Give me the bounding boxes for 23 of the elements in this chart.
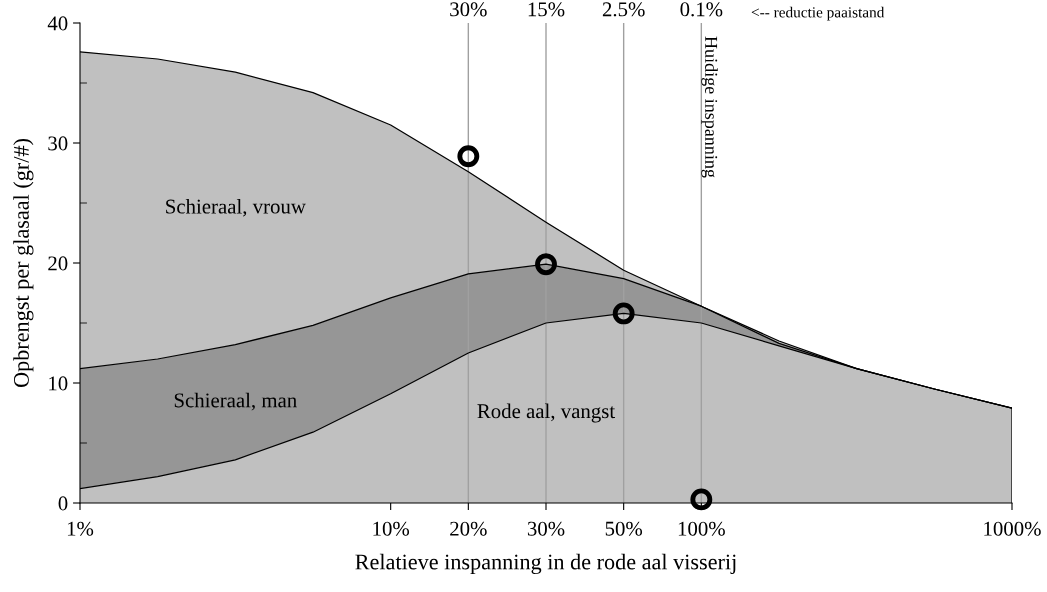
series-label: Rode aal, vangst bbox=[477, 403, 616, 423]
x-tick-label: 50% bbox=[605, 521, 643, 536]
ref-line-label: 15% bbox=[528, 2, 565, 17]
y-tick-label: 10 bbox=[49, 376, 68, 391]
ref-line-label: 2.5% bbox=[602, 2, 645, 17]
x-tick-label: 30% bbox=[527, 521, 565, 536]
y-tick-label: 0 bbox=[58, 496, 68, 511]
x-axis-title: Relatieve inspanning in de rode aal visserij bbox=[355, 553, 736, 575]
annotation: Huidige inspanning bbox=[701, 36, 718, 178]
y-tick-label: 30 bbox=[48, 136, 68, 151]
y-axis-title: Opbrengst per glasaal (gr/#) bbox=[13, 139, 34, 388]
series-label: Schieraal, vrouw bbox=[166, 198, 306, 217]
ref-line-label: 0.1% bbox=[680, 2, 723, 17]
x-tick-label: 20% bbox=[450, 521, 487, 536]
series-label: Schieraal, man bbox=[174, 392, 297, 411]
y-tick-label: 40 bbox=[47, 16, 68, 31]
y-tick-label: 20 bbox=[48, 256, 68, 271]
x-tick-label: 1000% bbox=[984, 521, 1041, 536]
x-tick-label: 100% bbox=[678, 521, 725, 536]
text: <-- reductie paaistand bbox=[751, 6, 885, 21]
x-tick-label: 10% bbox=[373, 521, 410, 536]
ref-line-label: 30% bbox=[450, 2, 487, 17]
x-tick-label: 1% bbox=[67, 521, 94, 536]
